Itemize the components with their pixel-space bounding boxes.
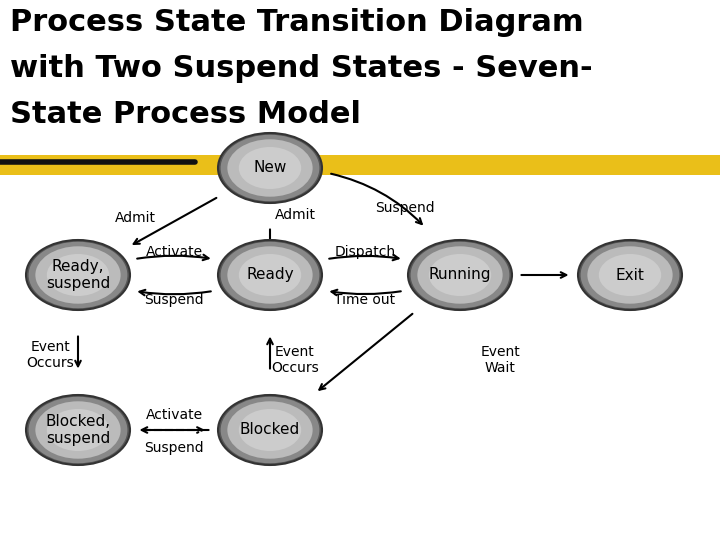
Text: Suspend: Suspend — [144, 441, 204, 455]
Text: Suspend: Suspend — [375, 201, 435, 215]
Ellipse shape — [239, 409, 301, 451]
Ellipse shape — [588, 246, 672, 303]
Ellipse shape — [408, 240, 512, 310]
Text: Activate: Activate — [145, 408, 202, 422]
Ellipse shape — [218, 240, 322, 310]
Text: Dispatch: Dispatch — [334, 245, 395, 259]
Text: State Process Model: State Process Model — [10, 100, 361, 129]
Text: Ready,
suspend: Ready, suspend — [46, 259, 110, 291]
Bar — [0, 155, 720, 175]
Text: Blocked,
suspend: Blocked, suspend — [45, 414, 111, 446]
Ellipse shape — [29, 397, 127, 463]
Text: Time out: Time out — [334, 293, 395, 307]
Ellipse shape — [29, 242, 127, 308]
Ellipse shape — [599, 254, 661, 296]
Text: Event
Occurs: Event Occurs — [271, 345, 319, 375]
Ellipse shape — [218, 133, 322, 203]
Ellipse shape — [35, 401, 121, 458]
Text: Running: Running — [428, 267, 491, 282]
Ellipse shape — [220, 397, 320, 463]
Ellipse shape — [47, 254, 109, 296]
Ellipse shape — [239, 147, 301, 189]
Text: Exit: Exit — [616, 267, 644, 282]
Ellipse shape — [578, 240, 682, 310]
Ellipse shape — [410, 242, 510, 308]
Text: Suspend: Suspend — [144, 293, 204, 307]
Ellipse shape — [228, 246, 312, 303]
Ellipse shape — [218, 395, 322, 465]
Ellipse shape — [228, 139, 312, 197]
Ellipse shape — [26, 395, 130, 465]
Ellipse shape — [418, 246, 503, 303]
Ellipse shape — [429, 254, 491, 296]
Ellipse shape — [26, 240, 130, 310]
Ellipse shape — [580, 242, 680, 308]
Text: Event
Occurs: Event Occurs — [26, 340, 74, 370]
Text: Blocked: Blocked — [240, 422, 300, 437]
Ellipse shape — [220, 135, 320, 201]
Ellipse shape — [239, 254, 301, 296]
Text: Admit: Admit — [274, 208, 315, 222]
Ellipse shape — [47, 409, 109, 451]
Text: Ready: Ready — [246, 267, 294, 282]
Text: Process State Transition Diagram: Process State Transition Diagram — [10, 8, 584, 37]
Text: New: New — [253, 160, 287, 176]
Ellipse shape — [35, 246, 121, 303]
Text: Activate: Activate — [145, 245, 202, 259]
Ellipse shape — [228, 401, 312, 458]
Text: with Two Suspend States - Seven-: with Two Suspend States - Seven- — [10, 54, 593, 83]
Ellipse shape — [220, 242, 320, 308]
Text: Event
Wait: Event Wait — [480, 345, 520, 375]
Text: Admit: Admit — [114, 211, 156, 225]
